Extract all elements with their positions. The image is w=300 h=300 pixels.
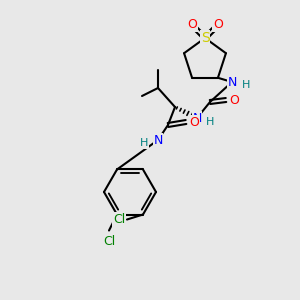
Text: N: N [192, 112, 202, 124]
Text: H: H [140, 138, 148, 148]
Text: Cl: Cl [113, 213, 125, 226]
Text: O: O [189, 116, 199, 128]
Text: O: O [229, 94, 239, 106]
Text: N: N [153, 134, 163, 146]
Text: O: O [187, 19, 197, 32]
Text: N: N [227, 76, 237, 88]
Text: H: H [206, 117, 214, 127]
Text: O: O [213, 19, 223, 32]
Text: Cl: Cl [103, 235, 115, 248]
Text: H: H [242, 80, 250, 90]
Text: S: S [201, 31, 209, 45]
